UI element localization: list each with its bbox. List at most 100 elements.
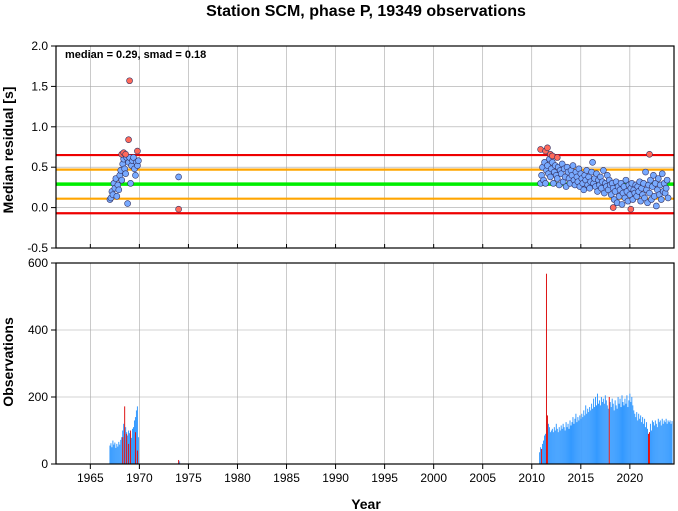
observation-bar [592,408,594,464]
x-tick-label: 1980 [224,471,251,485]
bottom-y-tick-label: 400 [28,323,48,337]
observation-bar [662,423,664,464]
outlier-point [126,77,133,85]
observation-bar [655,423,657,464]
data-point [622,176,630,184]
observation-bar [125,427,127,464]
observation-bar [574,418,576,464]
observation-bar [622,402,624,464]
outlier-bar [126,433,128,464]
observation-bar [575,413,577,464]
observation-bar [646,422,648,464]
observation-bar [120,439,122,464]
observation-bar [656,427,658,464]
observation-bar [582,417,584,464]
observation-bar [602,398,604,464]
observation-bar [639,418,641,464]
outlier-bar [545,273,547,464]
outlier-bar [541,448,543,464]
data-point [115,186,123,194]
observation-bar [584,415,586,464]
data-point [569,162,577,169]
data-point [653,202,660,210]
data-point [618,201,626,208]
observation-bar [548,427,550,464]
data-point [657,196,665,203]
observation-bar [661,418,663,464]
observation-bar [599,405,601,464]
observation-bar [631,397,633,464]
x-tick-label: 2005 [469,471,496,485]
observation-bar [659,420,661,464]
observation-bar [630,402,632,464]
observation-bar [110,443,112,464]
data-point [589,159,596,166]
observation-bar [545,433,546,464]
data-point [655,175,662,182]
observation-bar [643,423,645,464]
observation-bar [598,400,600,464]
observation-bar [654,420,656,464]
observation-bar [540,447,542,464]
outlier-point [609,204,617,211]
observation-bar [113,444,115,464]
observation-bar [572,417,574,464]
data-point [132,171,139,179]
x-tick-label: 1975 [175,471,202,485]
observation-bar [617,397,619,464]
data-point [118,176,126,184]
observation-bar [569,420,571,464]
observation-bar [640,415,642,464]
observation-bar [613,410,615,464]
observation-bar [593,398,595,464]
outlier-bar [648,433,649,464]
x-tick-label: 2010 [518,471,545,485]
top-y-tick-label: 0.0 [31,201,48,215]
observation-bar [644,418,646,464]
top-y-tick-label: 1.5 [31,79,48,93]
x-tick-label: 1990 [322,471,349,485]
observation-bar [668,422,670,464]
observation-bar [618,403,620,464]
observation-bar [614,400,616,464]
top-y-axis-label: Median residual [s] [0,87,16,214]
observation-bar [636,412,638,464]
x-tick-label: 1985 [273,471,300,485]
data-point [664,194,672,202]
observation-bar [179,461,181,464]
x-tick-label: 2015 [567,471,594,485]
observation-bar [573,423,575,464]
observation-bar [626,395,628,464]
observation-bar [612,403,614,464]
observation-bar [555,423,557,464]
observation-bar [132,428,134,464]
data-point [542,180,549,187]
observation-bar [641,422,643,464]
outlier-bar [134,432,136,464]
observation-bar [550,430,552,464]
bottom-y-tick-label: 0 [41,457,48,471]
observation-bar [657,418,659,464]
data-point [650,171,657,179]
data-point [550,180,557,187]
observation-bar [619,398,621,464]
observation-bar [627,407,629,464]
top-y-tick-label: 1.0 [31,120,48,134]
observation-bar [601,402,603,464]
observation-bar [637,420,639,464]
observation-bar [547,423,549,464]
data-point [600,167,607,174]
observation-bar [600,397,602,464]
observation-bar [567,423,569,464]
outlier-point [125,136,132,144]
observation-bar [576,422,578,464]
observation-bar [624,398,626,464]
observation-bar [119,444,121,464]
observation-bar [660,425,662,464]
observation-bar [588,412,590,464]
observation-bar [616,408,618,464]
observation-bar [610,407,612,464]
observation-bar [137,437,139,464]
data-point [658,170,666,177]
